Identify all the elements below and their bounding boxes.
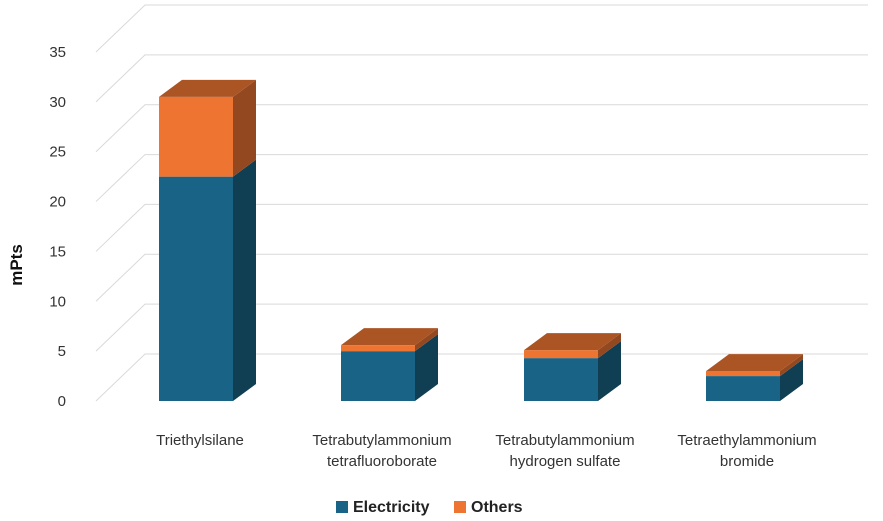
bar-top-face bbox=[159, 79, 256, 97]
bar-segment-others bbox=[341, 328, 438, 352]
bar-segment-others bbox=[524, 333, 621, 359]
bar-front-face bbox=[159, 176, 233, 401]
category-labels: Triethylsilane Tetrabutylammonium tetraflu… bbox=[156, 432, 817, 470]
bar-segment-others bbox=[706, 354, 803, 377]
category-label: Tetraethylammonium bromide bbox=[677, 432, 816, 470]
bar-side-face bbox=[233, 79, 256, 177]
gridline bbox=[95, 353, 868, 402]
bar-segment-electricity bbox=[706, 359, 803, 401]
gridline bbox=[95, 253, 868, 302]
y-tick-label: 20 bbox=[49, 194, 66, 211]
gridline bbox=[95, 54, 868, 103]
category-label: Triethylsilane bbox=[156, 432, 244, 449]
bar-segment-others bbox=[159, 79, 256, 177]
y-axis-label: mPts bbox=[7, 244, 26, 286]
legend-swatch bbox=[454, 501, 466, 513]
bar-front-face bbox=[706, 376, 780, 401]
category-label: Tetrabutylammonium tetrafluoroborate bbox=[312, 432, 451, 470]
bar-front-face bbox=[341, 345, 415, 352]
category-label: Tetrabutylammonium hydrogen sulfate bbox=[495, 432, 634, 470]
bar-side-face bbox=[415, 334, 438, 401]
gridlines bbox=[95, 4, 868, 402]
legend-label: Electricity bbox=[353, 499, 430, 516]
bar-front-face bbox=[524, 358, 598, 401]
legend-item-others: Others bbox=[454, 499, 523, 516]
gridline bbox=[95, 303, 868, 352]
bars bbox=[159, 79, 803, 401]
y-tick-label: 10 bbox=[49, 293, 66, 310]
bar-front-face bbox=[341, 351, 415, 401]
bar-segment-electricity bbox=[524, 341, 621, 401]
y-tick-label: 5 bbox=[58, 343, 66, 360]
bar-segment-electricity bbox=[341, 334, 438, 401]
legend: Electricity Others bbox=[336, 499, 523, 516]
gridline bbox=[95, 4, 868, 53]
bar-side-face bbox=[415, 328, 438, 352]
bar-side-face bbox=[598, 333, 621, 359]
y-tick-label: 35 bbox=[49, 44, 66, 61]
legend-item-electricity: Electricity bbox=[336, 499, 430, 516]
bar-segment-electricity bbox=[159, 159, 256, 401]
bar-side-face bbox=[598, 341, 621, 401]
bar-side-face bbox=[780, 359, 803, 401]
legend-swatch bbox=[336, 501, 348, 513]
bar-side-face bbox=[780, 354, 803, 377]
y-tick-label: 30 bbox=[49, 94, 66, 111]
y-tick-label: 25 bbox=[49, 144, 66, 161]
bar-front-face bbox=[524, 350, 598, 359]
bar-front-face bbox=[706, 371, 780, 377]
gridline bbox=[95, 104, 868, 153]
legend-label: Others bbox=[471, 499, 523, 516]
bar-top-face bbox=[524, 333, 621, 351]
bar-top-face bbox=[706, 354, 803, 372]
y-tick-label: 0 bbox=[58, 393, 66, 410]
bar-side-face bbox=[233, 159, 256, 401]
gridline bbox=[95, 154, 868, 202]
gridline bbox=[95, 203, 868, 252]
bar-top-face bbox=[341, 328, 438, 346]
bar-front-face bbox=[159, 96, 233, 177]
y-tick-label: 15 bbox=[49, 243, 66, 260]
y-axis-ticks: 0 5 10 15 20 25 30 35 bbox=[49, 44, 66, 410]
